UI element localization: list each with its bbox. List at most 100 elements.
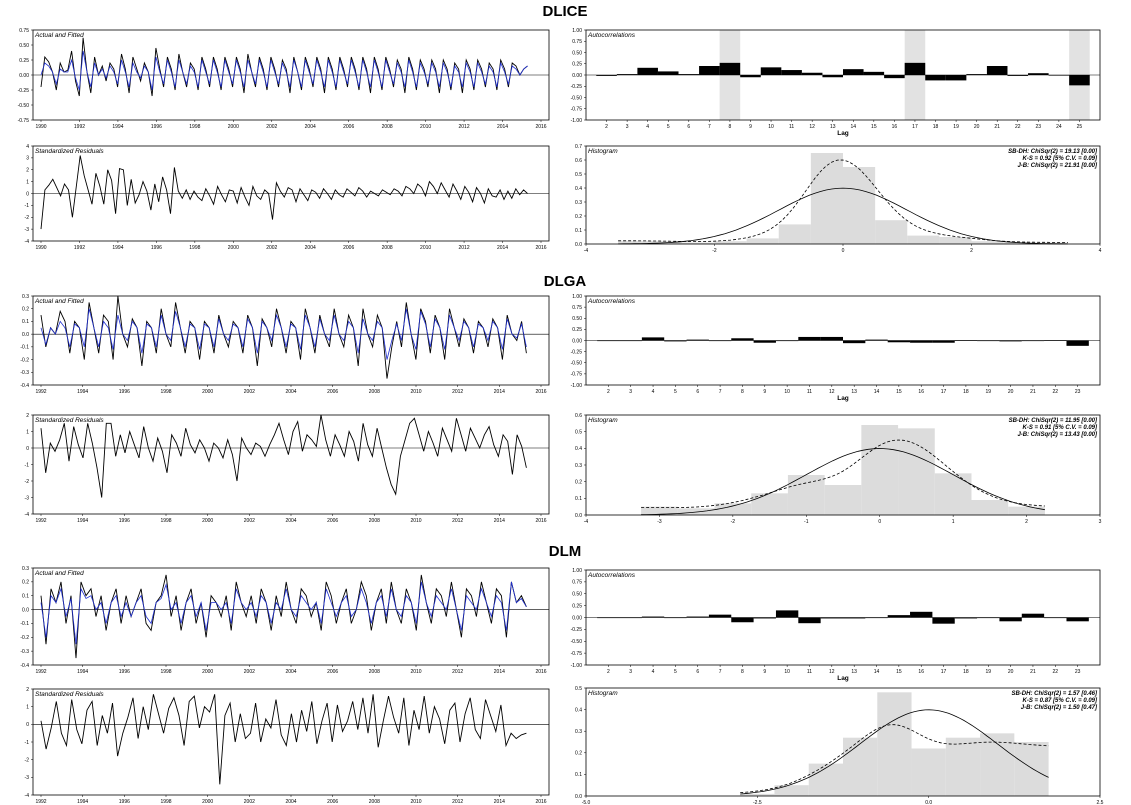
histogram-bar	[1014, 742, 1049, 796]
actual-fitted-panel: Actual and Fitted 0.3 0.2 0.1 0.0 -0.1 -0.2 -0.…	[20, 294, 550, 395]
x-tick-label: 2008	[369, 389, 380, 395]
x-tick-label: 1992	[74, 245, 85, 251]
y-tick-label: -0.4	[20, 383, 29, 389]
acf-bar	[775, 340, 799, 342]
y-tick-label: 0.50	[572, 50, 582, 56]
y-tick-label: 0.1	[575, 228, 582, 234]
x-tick-label: 2002	[244, 799, 255, 805]
x-tick-label: 2010	[410, 518, 421, 524]
fitted-series-line	[40, 50, 528, 91]
y-tick-label: 2	[26, 413, 29, 419]
panel-label: Standardized Residuals	[35, 417, 104, 424]
lag-tick-label: 13	[830, 124, 836, 130]
lag-axis-label: Lag	[837, 675, 849, 682]
y-tick-label: 0.2	[575, 479, 582, 485]
y-tick-label: -4	[25, 793, 30, 799]
y-tick-label: -0.4	[20, 663, 29, 669]
x-tick-label: 1992	[35, 799, 46, 805]
acf-bar	[637, 67, 658, 75]
y-tick-label: 0.25	[572, 62, 582, 68]
x-tick-label: 1992	[35, 518, 46, 524]
y-tick-label: 0.0	[22, 607, 29, 613]
x-tick-label: 2016	[535, 669, 546, 675]
x-tick-label: 1998	[189, 245, 200, 251]
x-tick-label: 2012	[452, 669, 463, 675]
x-tick-label: 2014	[494, 518, 505, 524]
acf-bar	[977, 340, 1000, 342]
lag-tick-label: 13	[851, 669, 857, 675]
x-tick-label: 1998	[160, 389, 171, 395]
section-title: DLM	[549, 543, 582, 560]
acf-bar	[708, 614, 732, 618]
residuals-panel: Standardized Residuals 4 3 2 1 0 -1 -2 -3 -4 1990 1…	[25, 144, 550, 251]
y-tick-label: 0.5	[575, 686, 582, 692]
acf-bar	[1069, 75, 1090, 86]
x-tick-label: 0	[842, 248, 845, 254]
y-tick-label: -0.50	[571, 639, 583, 645]
normal-density-curve	[641, 448, 1045, 516]
acf-bar	[822, 75, 843, 78]
acf-bar	[884, 75, 905, 79]
acf-bar	[843, 69, 864, 75]
x-tick-label: 1998	[189, 124, 200, 130]
x-tick-label: 2008	[369, 799, 380, 805]
actual-series-line	[40, 37, 528, 97]
x-tick-label: 2000	[228, 245, 239, 251]
acf-bar	[843, 617, 866, 619]
x-tick-label: 2000	[228, 124, 239, 130]
histogram-bar	[945, 737, 981, 796]
x-tick-label: -2	[712, 248, 717, 254]
x-tick-label: 2010	[420, 245, 431, 251]
y-tick-label: -3	[25, 227, 30, 233]
x-tick-label: 0.0	[925, 800, 932, 805]
lag-tick-label: 14	[850, 124, 856, 130]
y-tick-label: 0.75	[572, 39, 582, 45]
acf-bar	[820, 617, 843, 619]
y-tick-label: 0.25	[572, 603, 582, 609]
x-tick-label: 2012	[459, 124, 470, 130]
actual-series-line	[40, 574, 527, 659]
lag-tick-label: 11	[807, 669, 812, 675]
y-tick-label: 0.1	[22, 319, 29, 325]
y-tick-label: 0.50	[19, 43, 29, 49]
y-tick-label: 0.6	[575, 158, 582, 164]
lag-tick-label: 2	[607, 389, 610, 395]
y-tick-label: -1.00	[571, 383, 583, 389]
x-tick-label: 2014	[494, 799, 505, 805]
lag-tick-label: 5	[674, 669, 677, 675]
acf-bar	[910, 340, 933, 343]
x-tick-label: 2	[1025, 519, 1028, 525]
y-tick-label: 1.00	[572, 294, 582, 300]
lag-tick-label: 9	[763, 389, 766, 395]
y-tick-label: 4	[26, 144, 29, 150]
y-tick-label: 0.00	[572, 338, 582, 344]
y-tick-label: -2	[25, 757, 30, 763]
x-tick-label: -5.0	[582, 800, 591, 805]
x-tick-label: 2002	[244, 389, 255, 395]
lag-tick-label: 8	[741, 669, 744, 675]
acf-bar	[686, 339, 709, 341]
lag-tick-label: 4	[646, 124, 649, 130]
y-tick-label: 0.6	[575, 413, 582, 419]
y-tick-label: 0.25	[19, 58, 29, 64]
lag-tick-label: 14	[874, 669, 880, 675]
histogram-bar	[751, 493, 788, 515]
lag-tick-label: 5	[667, 124, 670, 130]
histogram-bar	[911, 748, 946, 796]
histogram-bar	[907, 235, 940, 244]
y-tick-label: 2	[26, 687, 29, 693]
histogram-bar	[875, 220, 908, 244]
y-tick-label: 0.50	[572, 316, 582, 322]
panel-label: Histogram	[588, 417, 618, 424]
x-tick-label: 2004	[285, 389, 296, 395]
acf-bar	[1021, 340, 1045, 342]
lag-tick-label: 19	[953, 124, 959, 130]
x-tick-label: 2010	[420, 124, 431, 130]
lag-tick-label: 22	[1053, 389, 1059, 395]
normality-test-stat: K-S = 0.91 [5% C.V. = 0.09]	[1023, 425, 1098, 431]
x-tick-label: 2006	[343, 124, 354, 130]
histogram-bar	[740, 793, 775, 796]
lag-tick-label: 2	[607, 669, 610, 675]
y-tick-label: -0.25	[18, 88, 30, 94]
x-tick-label: 2006	[327, 518, 338, 524]
